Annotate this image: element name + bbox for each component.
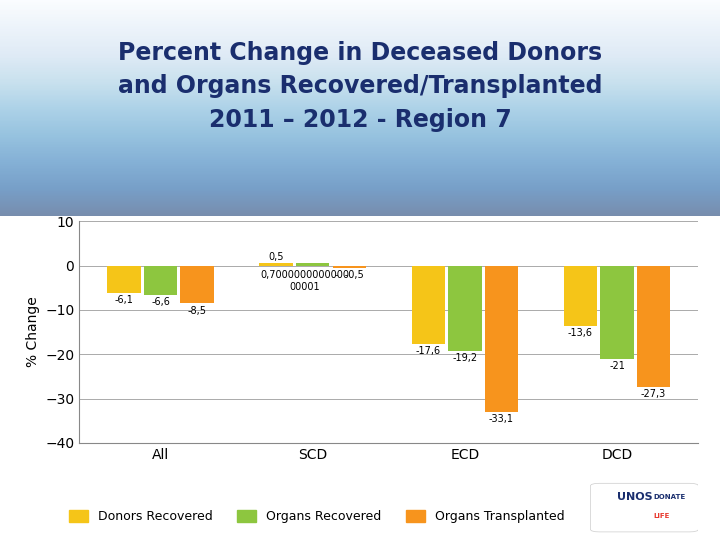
- Text: -27,3: -27,3: [641, 389, 666, 399]
- Text: -13,6: -13,6: [568, 328, 593, 338]
- Bar: [412, 266, 445, 343]
- Y-axis label: % Change: % Change: [25, 296, 40, 368]
- Text: UNOS: UNOS: [618, 492, 653, 502]
- Text: -19,2: -19,2: [452, 353, 477, 363]
- Text: -8,5: -8,5: [188, 306, 207, 315]
- Bar: [181, 266, 214, 303]
- Text: LIFE: LIFE: [654, 512, 670, 519]
- Bar: [296, 262, 330, 266]
- Bar: [448, 266, 482, 350]
- Text: 0,5: 0,5: [269, 252, 284, 262]
- FancyBboxPatch shape: [590, 483, 698, 532]
- Bar: [259, 264, 293, 266]
- Bar: [333, 266, 366, 268]
- Text: Percent Change in Deceased Donors
and Organs Recovered/Transplanted
2011 – 2012 : Percent Change in Deceased Donors and Or…: [118, 41, 602, 132]
- Bar: [107, 266, 141, 293]
- Text: -6,1: -6,1: [114, 295, 133, 305]
- Text: -  -0,5: - -0,5: [335, 270, 364, 280]
- Text: -21: -21: [609, 361, 625, 371]
- Bar: [636, 266, 670, 387]
- Legend: Donors Recovered, Organs Recovered, Organs Transplanted: Donors Recovered, Organs Recovered, Orga…: [64, 505, 570, 528]
- Text: -17,6: -17,6: [415, 346, 441, 356]
- Bar: [564, 266, 597, 326]
- Text: DONATE: DONATE: [654, 494, 685, 500]
- Text: -33,1: -33,1: [489, 415, 514, 424]
- Bar: [485, 266, 518, 412]
- Bar: [144, 266, 177, 295]
- Text: 0,7000000000000
00001: 0,7000000000000 00001: [261, 270, 350, 292]
- Bar: [600, 266, 634, 359]
- Text: -6,6: -6,6: [151, 297, 170, 307]
